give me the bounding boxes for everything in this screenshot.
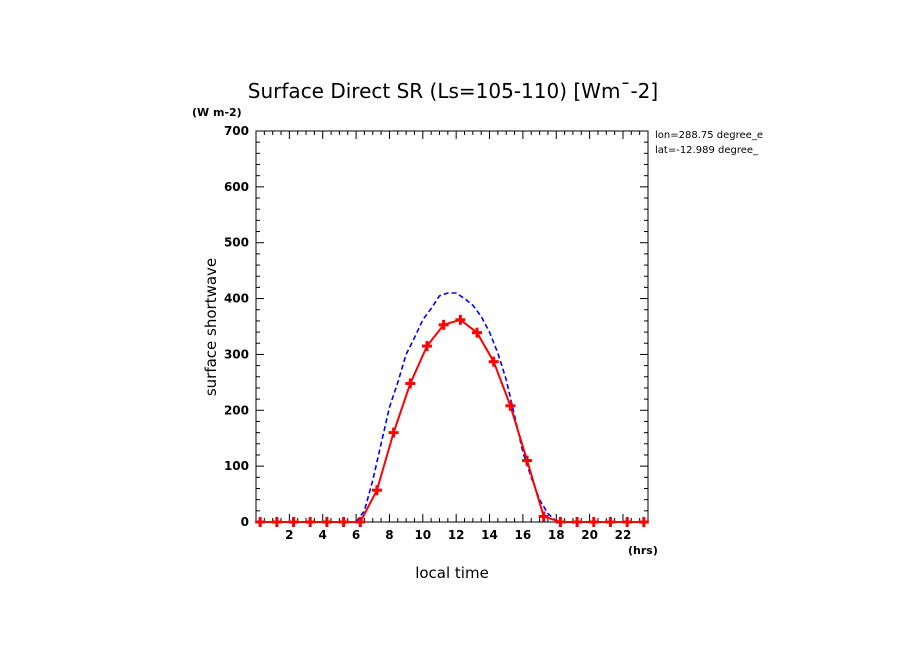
data-point — [438, 319, 449, 330]
data-point — [488, 356, 499, 367]
x-tick-label: 22 — [615, 528, 632, 542]
x-units-label: (hrs) — [628, 544, 658, 557]
annotation-lat: lat=-12.989 degree_ — [655, 145, 759, 156]
y-tick-label: 100 — [224, 459, 249, 473]
data-point — [572, 517, 583, 527]
data-point — [522, 455, 533, 466]
x-tick-label: 16 — [515, 528, 532, 542]
data-point — [405, 378, 416, 389]
data-point — [622, 517, 633, 527]
x-axis-ticks — [263, 131, 641, 522]
x-axis-label: local time — [415, 564, 489, 582]
y-tick-label: 0 — [241, 515, 249, 529]
data-point — [388, 427, 399, 438]
x-tick-label: 14 — [481, 528, 498, 542]
x-axis-tick-labels: 2 4 6 8 10 12 14 16 18 20 22 — [285, 528, 631, 542]
y-tick-label: 500 — [224, 236, 249, 250]
data-point — [421, 341, 432, 352]
data-point — [555, 517, 566, 527]
x-tick-label: 20 — [581, 528, 598, 542]
data-point — [638, 517, 649, 527]
x-tick-label: 4 — [319, 528, 327, 542]
data-point — [472, 327, 483, 338]
y-axis-label: surface shortwave — [202, 258, 220, 396]
data-point — [338, 517, 349, 527]
x-tick-label: 10 — [414, 528, 431, 542]
series-line-blue-dashed — [260, 292, 644, 523]
x-tick-label: 6 — [352, 528, 360, 542]
series-line-red — [260, 318, 644, 523]
x-tick-label: 2 — [285, 528, 293, 542]
y-tick-label: 200 — [224, 403, 249, 417]
y-units-label: (W m-2) — [192, 106, 242, 119]
y-axis-tick-labels: 0 100 200 300 400 500 600 700 — [224, 124, 249, 529]
y-tick-label: 600 — [224, 180, 249, 194]
data-point — [288, 517, 299, 527]
x-tick-label: 8 — [385, 528, 393, 542]
y-axis-ticks — [256, 141, 648, 512]
data-point — [255, 517, 266, 527]
data-point — [538, 511, 549, 522]
data-point — [271, 517, 282, 527]
y-tick-label: 700 — [224, 124, 249, 138]
x-tick-label: 18 — [548, 528, 565, 542]
data-point — [455, 314, 466, 325]
data-point — [505, 400, 516, 411]
data-point — [371, 485, 382, 496]
data-point — [605, 517, 616, 527]
y-tick-label: 300 — [224, 347, 249, 361]
data-point — [355, 517, 366, 527]
data-point — [305, 517, 316, 527]
plot-frame — [255, 130, 649, 523]
data-point — [321, 517, 332, 527]
x-tick-label: 12 — [448, 528, 465, 542]
series-layer — [255, 292, 649, 527]
annotation-lon: lon=288.75 degree_e — [655, 130, 763, 141]
data-point — [588, 517, 599, 527]
y-tick-label: 400 — [224, 292, 249, 306]
chart-title: Surface Direct SR (Ls=105-110) [Wm¯-2] — [248, 79, 658, 103]
